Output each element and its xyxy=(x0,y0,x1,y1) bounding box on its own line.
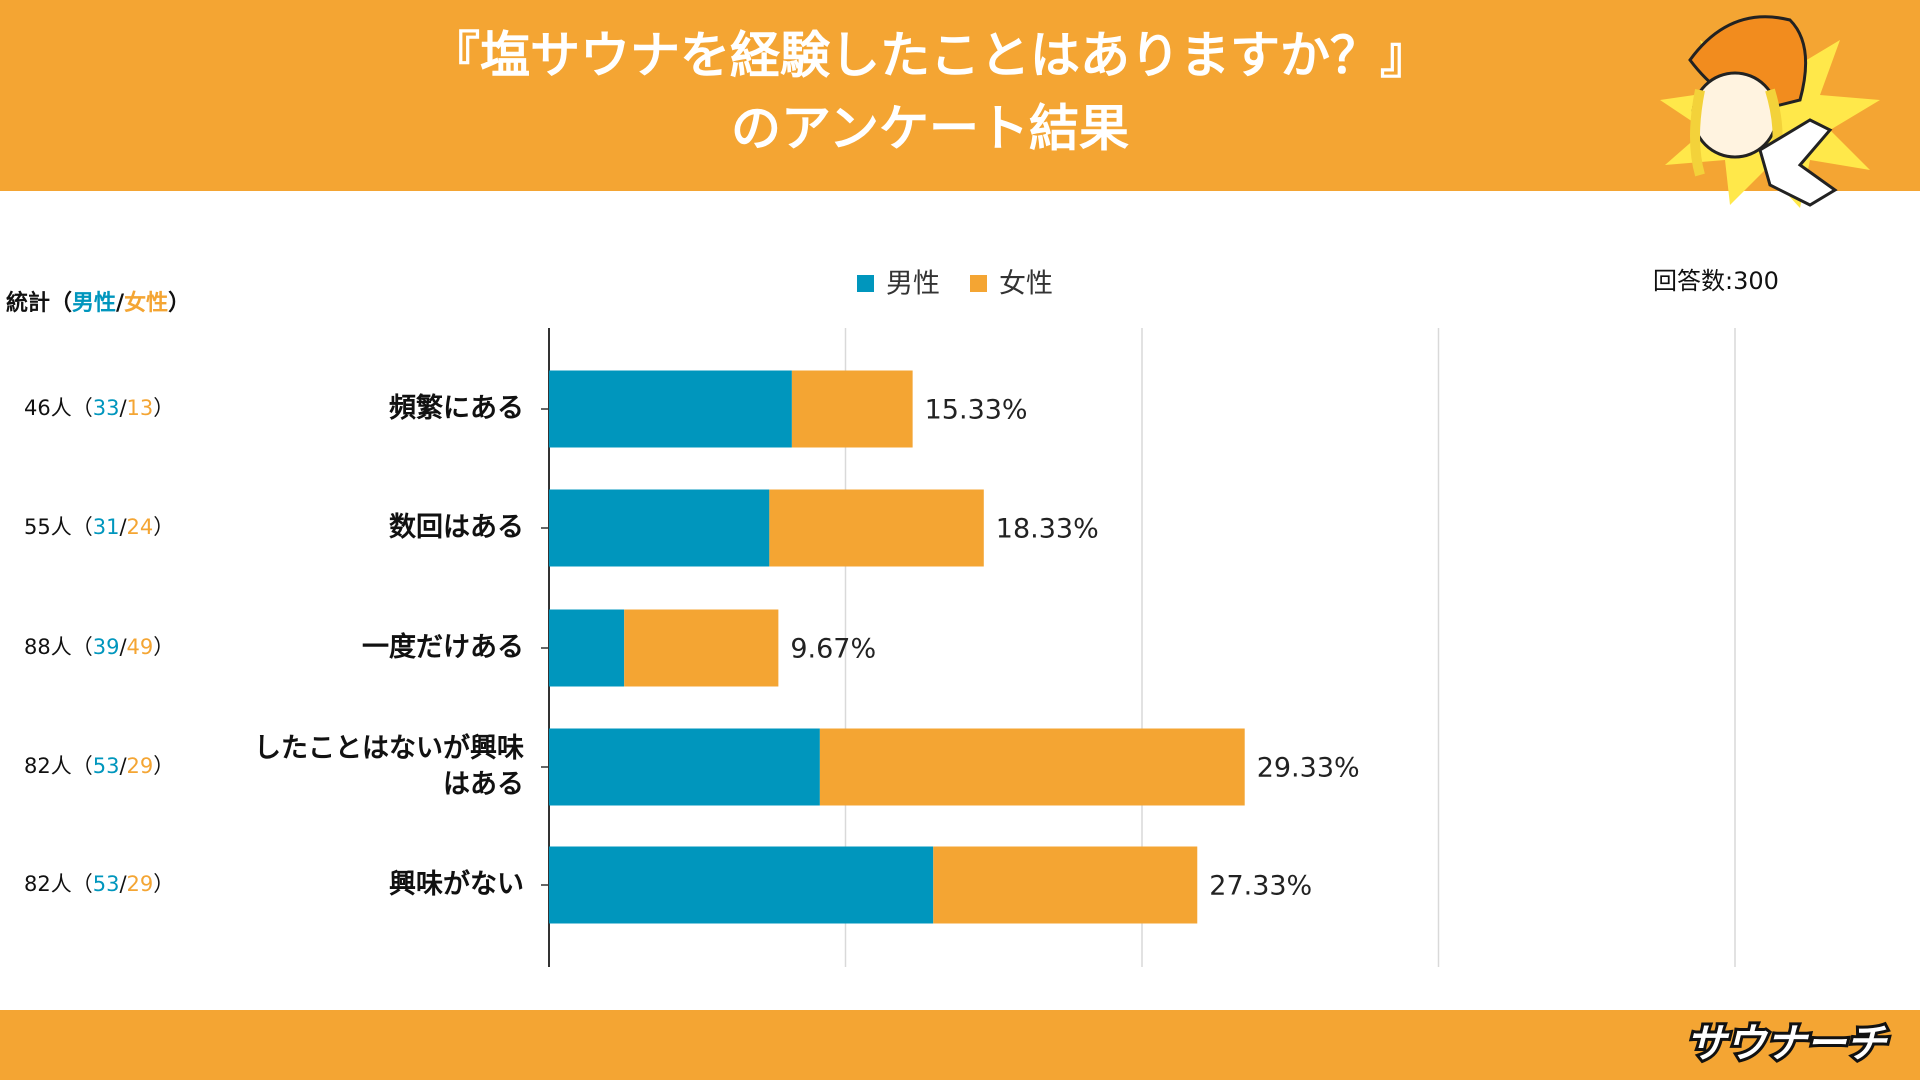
stats-row-part: / xyxy=(119,396,127,420)
stats-row: 82人（53/29） xyxy=(24,754,174,778)
stats-row-part: 49 xyxy=(127,635,154,659)
header-band xyxy=(0,0,1920,191)
title: のアンケート結果 xyxy=(731,100,1129,158)
mascot xyxy=(1660,15,1880,208)
stats-row: 55人（31/24） xyxy=(24,515,174,539)
legend-label: 男性 xyxy=(886,269,940,300)
bar-segment xyxy=(791,370,913,448)
stats-row-part: 24 xyxy=(127,515,154,539)
stats-row-part: ） xyxy=(153,396,174,420)
category-label: 一度だけある xyxy=(362,632,524,663)
stats-row-part: 13 xyxy=(127,396,154,420)
stats-row-part: 29 xyxy=(127,754,154,778)
stats-row-part: / xyxy=(119,872,127,896)
total-label: 29.33% xyxy=(1257,753,1360,784)
stats-row-part: / xyxy=(119,635,127,659)
stats-row-part: 55人（ xyxy=(24,515,93,539)
stats-row-part: 88人（ xyxy=(24,635,93,659)
stats-row-part: 53 xyxy=(93,872,120,896)
stats-header-part: ） xyxy=(168,291,190,316)
stats-row-part: ） xyxy=(153,754,174,778)
total-label: 9.67% xyxy=(790,634,876,665)
bar-segment xyxy=(549,370,792,448)
stats-row-part: 53 xyxy=(93,754,120,778)
category-label: 数回はある xyxy=(389,512,524,543)
bar-segment xyxy=(819,728,1245,806)
bar-segment xyxy=(549,846,934,924)
stats-row-part: 31 xyxy=(93,515,120,539)
legend-swatch xyxy=(857,275,874,292)
category-label: 頻繁にある xyxy=(389,393,524,424)
total-label: 27.33% xyxy=(1209,871,1312,902)
footer-band xyxy=(0,1010,1920,1080)
bar-segment xyxy=(933,846,1198,924)
stats-row-part: / xyxy=(119,515,127,539)
stats-row-part: 82人（ xyxy=(24,872,93,896)
title: 『塩サウナを経験したことはありますか？』 xyxy=(430,27,1430,85)
stats-row-part: 39 xyxy=(93,635,120,659)
stats-row-part: ） xyxy=(153,872,174,896)
stats-row: 88人（39/49） xyxy=(24,635,174,659)
total-label: 18.33% xyxy=(996,514,1099,545)
legend-label: 女性 xyxy=(999,269,1053,300)
stats-row-part: ） xyxy=(153,515,174,539)
stats-header: 統計（男性/女性） xyxy=(6,290,190,316)
stats-header-part: 男性 xyxy=(72,291,116,316)
logo: サウナーチ xyxy=(1686,1021,1888,1067)
stats-row-part: 29 xyxy=(127,872,154,896)
stats-header-part: 女性 xyxy=(124,290,168,316)
note: 回答数:300 xyxy=(1653,267,1779,295)
bar-segment xyxy=(549,728,820,806)
stats-row-part: 33 xyxy=(93,396,120,420)
stats-row: 46人（33/13） xyxy=(24,396,174,420)
bar-segment xyxy=(549,489,770,567)
stats-header-part: / xyxy=(116,291,125,316)
stats-row-part: 82人（ xyxy=(24,754,93,778)
category-label: したことはないが興味 はある xyxy=(254,733,524,800)
stats-row-part: ） xyxy=(153,635,174,659)
stats-row-part: / xyxy=(119,754,127,778)
stats-header-part: 統計（ xyxy=(6,290,72,316)
legend-swatch xyxy=(970,275,987,292)
stats-row: 82人（53/29） xyxy=(24,872,174,896)
bar-segment xyxy=(769,489,984,567)
bar-segment xyxy=(549,609,625,687)
bar-segment xyxy=(624,609,779,687)
stats-row-part: 46人（ xyxy=(24,396,93,420)
total-label: 15.33% xyxy=(925,395,1028,426)
category-label: 興味がない xyxy=(389,869,524,900)
